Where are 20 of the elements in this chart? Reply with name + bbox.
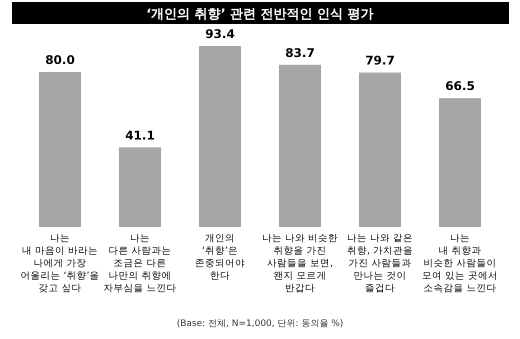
chart-title: ‘개인의 취향’ 관련 전반적인 인식 평가 xyxy=(146,7,374,22)
bar xyxy=(439,98,481,227)
data-label: 93.4 xyxy=(205,27,235,41)
x-tick-label: 개인의 ‘취향’은 존중되어야 한다 xyxy=(195,233,245,282)
data-label: 41.1 xyxy=(125,128,155,142)
bar xyxy=(279,64,321,227)
bar xyxy=(119,147,161,227)
x-tick-label: 나는 나와 비슷한 취향을 가진 사람들을 보면, 왠지 모르게 반갑다 xyxy=(262,233,338,294)
text: (Base: 전체, N=1,000, 단위: 동의율 %) xyxy=(176,319,344,329)
x-tick-label: 나는 내 마음이 바라는 나에게 가장 어울리는 ‘취향’을 갖고 싶다 xyxy=(20,233,100,294)
bar xyxy=(359,72,401,227)
x-tick-label: 나는 나와 같은 취향, 가치관을 가진 사람들과 만나는 것이 즐겁다 xyxy=(346,233,414,294)
data-label: 83.7 xyxy=(285,46,315,60)
data-label: 80.0 xyxy=(45,52,75,67)
data-label: 79.7 xyxy=(365,54,395,68)
bar xyxy=(39,72,81,227)
x-tick-label: 나는 다른 사람과는 조금은 다른 나만의 취향에 자부심을 느낀다 xyxy=(103,233,177,294)
x-tick-label: 나는 내 취향과 비슷한 사람들이 모여 있는 곳에서 소속감을 느낀다 xyxy=(422,233,498,294)
data-label: 66.5 xyxy=(445,79,475,94)
bar xyxy=(199,46,241,227)
